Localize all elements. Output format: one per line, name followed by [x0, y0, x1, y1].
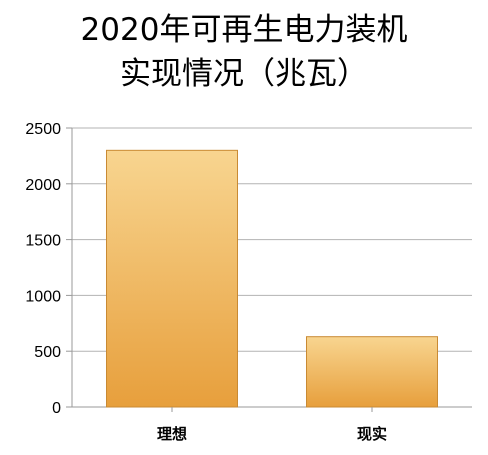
y-tick-label: 1500 [25, 233, 61, 250]
y-tick-label: 2500 [25, 121, 61, 138]
chart-title: 2020年可再生电力装机 实现情况（兆瓦） [0, 8, 488, 96]
bar-2 [306, 336, 438, 408]
y-tick-label: 0 [52, 400, 61, 417]
y-tick-label: 500 [34, 344, 61, 361]
x-category-label: 理想 [157, 425, 187, 443]
y-tick-label: 2000 [25, 177, 61, 194]
chart-title-line-1: 2020年可再生电力装机 [80, 12, 408, 48]
y-axis: 0 500 1000 1500 2000 2500 [25, 121, 472, 417]
x-axis: 理想 现实 [157, 407, 387, 443]
bar-1 [106, 149, 238, 408]
bars [106, 149, 438, 408]
chart-title-line-2: 实现情况（兆瓦） [120, 56, 368, 92]
y-tick-label: 1000 [25, 288, 61, 305]
x-category-label: 现实 [357, 425, 387, 443]
